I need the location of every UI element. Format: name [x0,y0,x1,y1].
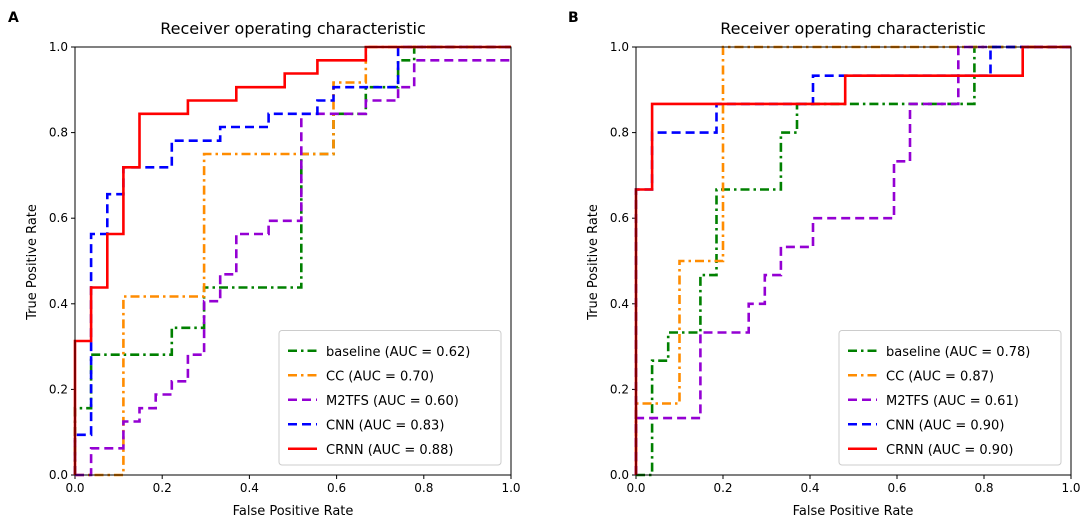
x-tick-label-b: 1.0 [1061,481,1080,495]
y-tick-label-b: 0.6 [610,211,629,225]
x-tick-label-a: 0.4 [240,481,259,495]
y-tick-label-a: 0.4 [49,297,68,311]
series-line-crnn-b [634,45,1071,475]
x-tick-label-b: 0.4 [800,481,819,495]
legend-label-crnn-b: CRNN (AUC = 0.90) [886,443,1013,458]
x-axis-label-b: False Positive Rate [793,504,914,519]
series-line-cc-a [75,45,511,477]
x-tick-label-b: 0.8 [974,481,993,495]
y-tick-label-b: 0.2 [610,382,629,396]
legend-label-cc-b: CC (AUC = 0.87) [886,369,994,384]
x-tick-label-b: 0.2 [713,481,732,495]
legend-box-b [838,330,1062,466]
roc-panel-a: A Receiver operating characteristic Fals… [8,10,521,519]
series-line-baseline-b [636,45,1071,477]
x-tick-label-b: 0.0 [626,481,645,495]
x-tick-label-a: 0.2 [153,481,172,495]
legend-label-m2tfs-a: M2TFS (AUC = 0.60) [326,394,459,409]
x-axis-label-a: False Positive Rate [233,504,354,519]
legend-b: baseline (AUC = 0.78) CC (AUC = 0.87) M2TF… [838,330,1062,466]
y-tick-label-a: 0.8 [49,126,68,140]
legend-label-crnn-a: CRNN (AUC = 0.88) [326,443,453,458]
x-tick-label-a: 1.0 [501,481,520,495]
y-tick-label-b: 0.0 [610,468,629,482]
plot-frame-a [74,46,512,476]
panel-label-a: A [8,10,19,26]
y-tick-label-a: 0.6 [49,211,68,225]
y-axis-label-b: True Positive Rate [586,204,601,321]
x-tick-label-b: 0.6 [887,481,906,495]
legend-label-cnn-a: CNN (AUC = 0.83) [326,418,444,433]
axis-ticks-b: 0.0 0.2 0.4 0.6 0.8 1.0 0.0 0.2 0.4 0.6 0.8 1.0 [610,40,1081,495]
y-tick-label-a: 0.0 [49,468,68,482]
series-line-m2tfs-a [75,59,511,477]
plot-frame-b [635,46,1072,476]
y-tick-label-b: 1.0 [610,40,629,54]
series-line-crnn-a [73,45,511,475]
y-tick-label-a: 1.0 [49,40,68,54]
y-axis-label-a: True Positive Rate [25,204,40,321]
y-tick-label-b: 0.4 [610,297,629,311]
series-line-m2tfs-b [634,45,1071,475]
x-tick-label-a: 0.6 [327,481,346,495]
legend-label-cnn-b: CNN (AUC = 0.90) [886,418,1004,433]
series-group-a [73,45,511,477]
series-line-cnn-a [73,45,511,475]
legend-label-m2tfs-b: M2TFS (AUC = 0.61) [886,394,1019,409]
legend-label-baseline-b: baseline (AUC = 0.78) [886,345,1030,360]
x-tick-label-a: 0.0 [65,481,84,495]
legend-label-baseline-a: baseline (AUC = 0.62) [326,345,470,360]
roc-panel-b: B Receiver operating characteristic Fals… [568,10,1081,519]
y-tick-label-a: 0.2 [49,382,68,396]
panel-label-b: B [568,10,579,26]
chart-title-a: Receiver operating characteristic [160,19,426,38]
axis-ticks-a: 0.0 0.2 0.4 0.6 0.8 1.0 0.0 0.2 0.4 0.6 0.8 1.0 [49,40,521,495]
legend-a: baseline (AUC = 0.62) CC (AUC = 0.70) M2TF… [278,330,502,466]
chart-title-b: Receiver operating characteristic [720,19,986,38]
y-tick-label-b: 0.8 [610,126,629,140]
legend-box-a [278,330,502,466]
legend-label-cc-a: CC (AUC = 0.70) [326,369,434,384]
x-tick-label-a: 0.8 [414,481,433,495]
